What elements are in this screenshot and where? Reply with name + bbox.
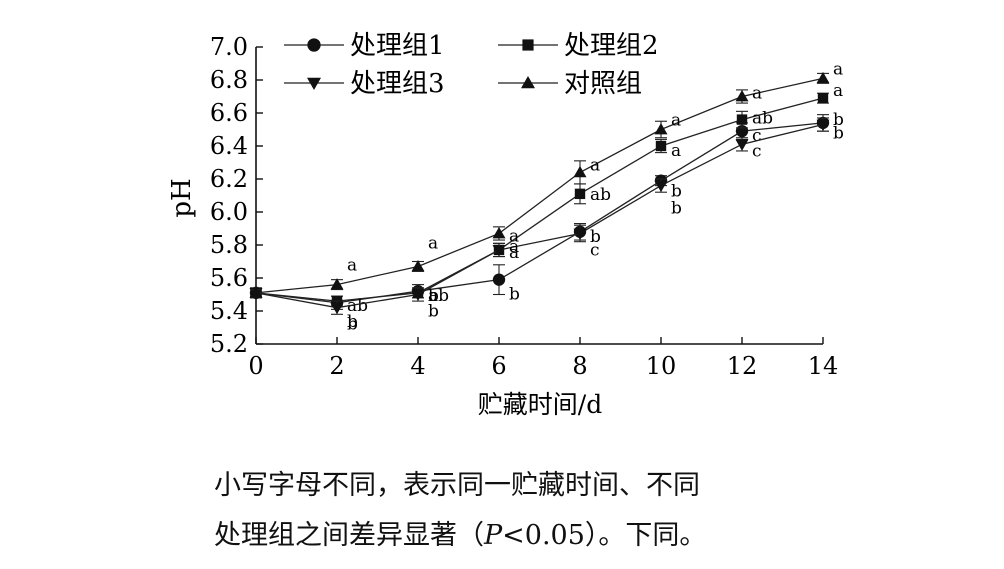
ph-line-chart: 5.2 5.4 5.6 5.8 6.0 6.2 6.4 6.6 6.8 7.0 0 2 4 6 8 10 12 1… [167,31,844,419]
data-point [654,123,668,135]
data-point [492,245,506,257]
x-axis-label: 贮藏时间/d [478,390,602,419]
legend-label: 处理组2 [564,31,659,61]
legend-marker [307,38,321,52]
x-tick-label: 12 [727,352,758,380]
significance-letter: b [509,285,520,305]
significance-letter: a [752,84,762,104]
legend-marker [307,77,321,90]
data-point [492,273,506,286]
significance-letter: a [509,237,519,257]
legend-item-4: 对照组 [498,69,642,99]
significance-letter: a [671,141,681,161]
data-point [655,140,667,152]
legend-label: 处理组1 [350,31,445,61]
y-tick-label: 7.0 [210,33,248,61]
data-point [816,71,830,84]
y-tick-label: 5.2 [210,330,248,358]
data-point [330,302,344,315]
significance-letter: a [671,111,681,131]
significance-letter: b [833,110,844,130]
legend-item-1: 处理组1 [284,31,445,61]
data-point [654,180,668,193]
y-tick-label: 5.6 [210,264,248,292]
y-tick-label: 5.4 [210,297,248,325]
y-tick-label: 5.8 [210,231,248,259]
significance-letter: b [833,124,844,144]
x-tick-label: 6 [491,352,506,380]
significance-letter: b [671,199,682,219]
caption-p-symbol: P [484,520,503,551]
legend-item-2: 处理组2 [498,31,659,61]
y-tick-label: 6.6 [210,99,248,127]
data-point [573,165,587,178]
significance-letter: ab [347,296,368,316]
x-tick-label: 2 [329,352,344,380]
data-point [411,289,425,301]
significance-letter: a [509,243,519,263]
y-axis-label: pH [167,178,197,217]
data-point [573,228,587,240]
legend-label: 处理组3 [350,69,445,99]
data-point [249,286,263,298]
legend-label: 对照组 [564,69,642,99]
y-tick-label: 6.2 [210,165,248,193]
series-line [255,77,824,294]
significance-letter: b [347,312,358,332]
significance-letter: b [347,315,358,335]
significance-letter: c [752,126,762,146]
legend-marker [522,39,534,51]
significance-letter: a [509,226,519,246]
significance-letter: ab [752,109,773,129]
significance-letter: c [752,141,762,161]
x-tick-label: 10 [646,352,677,380]
significance-letter: a [833,59,843,79]
x-tick-label: 14 [808,352,839,380]
x-tick-label: 4 [410,352,425,380]
significance-letter: a [347,256,357,276]
x-tick-label: 8 [572,352,587,380]
data-point [736,114,748,125]
data-point [574,188,586,200]
significance-letter: a [833,81,843,101]
legend-item-3: 处理组3 [284,69,445,99]
y-tick-label: 6.0 [210,198,248,226]
data-point [817,92,829,104]
data-point [330,278,344,290]
series-line [255,97,824,302]
caption-line-2: 处理组之间差异显著（P<0.05）。下同。 [214,522,706,549]
caption-line-2-start: 处理组之间差异显著（ [214,520,484,551]
significance-letter: a [590,155,600,175]
data-point [735,90,749,102]
significance-letter: ab [428,286,449,306]
legend-marker [521,76,535,89]
data-point [735,139,749,151]
significance-letter: b [428,302,439,322]
axes: 5.2 5.4 5.6 5.8 6.0 6.2 6.4 6.6 6.8 7.0 0 2 4 6 8 10 12 1… [210,33,838,380]
data-point [492,226,506,239]
caption-line-1: 小写字母不同，表示同一贮藏时间、不同 [214,470,700,501]
data-point [411,259,425,272]
y-tick-label: 6.8 [210,66,248,94]
data-point [816,119,830,132]
y-tick-label: 6.4 [210,132,248,160]
significance-letter: c [590,240,600,260]
significance-letter: b [590,227,601,247]
significance-letter: a [428,233,438,253]
caption-line-2-end: <0.05）。下同。 [502,520,707,551]
series-line [255,123,824,309]
significance-letter: b [671,182,682,202]
x-tick-label: 0 [248,352,263,380]
series-line [255,122,824,304]
significance-letter: ab [590,185,611,205]
legend: 处理组1 处理组2 处理组3 对照组 [284,31,659,99]
significance-letter: b [428,286,439,306]
